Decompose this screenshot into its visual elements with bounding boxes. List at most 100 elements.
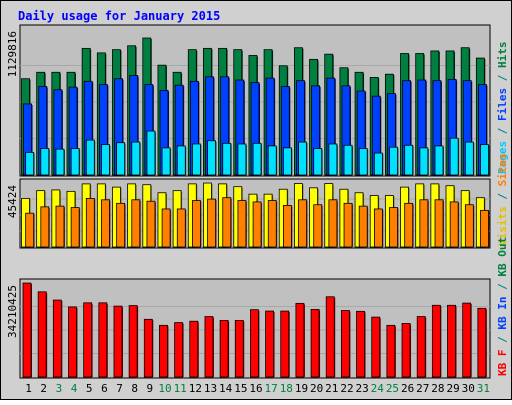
x-tick-label: 4 [71,382,78,395]
bar-pages-day-6 [101,144,110,176]
bar-kb-f-day-14 [219,319,229,378]
bar-pages-day-25 [389,146,398,176]
panel-kbytes-legend: KB F / KB In / KB Out [496,237,509,376]
bar-sites-day-29 [449,201,459,248]
bar-sites-day-31 [480,209,489,248]
panel-kbytes: 34210425 KB F / KB In / KB Out [6,237,509,379]
panel-requests: 1129816 Pages / Files / Hits [6,24,509,177]
x-tick-label: 23 [356,382,369,395]
bar-pages-day-12 [192,143,201,176]
x-tick-label: 5 [86,382,93,395]
x-tick-label: 28 [431,382,444,395]
panel-requests-legend-item-3: / [496,68,509,88]
x-tick-label: 29 [446,382,459,395]
bar-pages-day-23 [358,148,368,176]
panel-kbytes-legend-item-2: KB In [496,297,509,330]
bar-kb-f-day-20 [310,309,320,378]
panel-visits-legend-item-2: Sites [496,153,509,186]
chart-title: Daily usage for January 2015 [18,9,220,23]
bar-kb-f-day-22 [340,310,350,378]
bar-kb-f-day-11 [174,322,184,378]
bar-sites-day-10 [161,208,171,248]
bar-kb-f-day-9 [143,318,153,378]
x-tick-label: 12 [189,382,202,395]
bar-pages-day-18 [283,147,292,176]
x-tick-label: 26 [401,382,414,395]
panel-kbytes-legend-item-3: / [496,277,509,297]
bar-pages-day-9 [146,130,156,176]
bar-pages-day-20 [313,148,323,176]
x-tick-label: 31 [477,382,490,395]
bar-pages-day-4 [70,148,80,176]
bar-kb-f-day-19 [295,302,305,378]
chart-panels: 1129816 Pages / Files / Hits 45424 Visits /… [6,24,509,379]
bar-sites-day-25 [389,207,398,248]
bar-kb-f-day-27 [416,316,426,378]
bar-kb-f-day-2 [37,291,47,378]
bar-pages-day-17 [267,145,277,176]
bar-kb-f-day-16 [250,309,259,378]
bar-sites-day-9 [146,200,156,248]
panel-kbytes-legend-item-4: KB Out [496,237,509,277]
bar-pages-day-1 [25,151,35,176]
bar-sites-day-21 [328,199,338,248]
bar-sites-day-26 [404,202,414,248]
bar-sites-day-17 [267,200,277,248]
bar-kb-f-day-15 [234,319,244,378]
x-tick-label: 11 [174,382,187,395]
panel-visits-legend-item-1: / [496,186,509,206]
bar-kb-f-day-18 [280,310,290,378]
x-tick-label: 8 [131,382,138,395]
bar-sites-day-28 [434,199,444,248]
bar-sites-day-12 [192,200,201,248]
bar-sites-day-30 [464,204,474,248]
bar-sites-day-13 [207,198,216,248]
bar-pages-day-16 [252,142,262,176]
bar-kb-f-day-17 [265,310,274,378]
panel-visits-legend-item-0: Visits [496,206,509,246]
bar-sites-day-15 [237,200,247,248]
bar-sites-day-24 [373,208,383,248]
bar-sites-day-18 [283,205,292,248]
bar-kb-f-day-10 [159,324,168,378]
x-tick-label: 24 [371,382,385,395]
bar-sites-day-1 [25,212,35,248]
bar-kb-f-day-21 [325,296,335,378]
x-tick-label: 20 [310,382,323,395]
bar-pages-day-3 [55,148,65,176]
bar-kb-f-day-8 [128,305,138,378]
bar-pages-day-19 [298,141,307,176]
bar-kb-f-day-30 [462,302,472,378]
bar-kb-f-day-31 [477,307,487,378]
panel-kbytes-max-label: 34210425 [6,285,19,338]
bar-pages-day-30 [464,141,474,176]
bar-kb-f-day-4 [68,306,77,378]
bar-pages-day-2 [40,148,50,176]
bar-pages-day-8 [131,141,141,176]
panel-requests-max-label: 1129816 [6,31,19,77]
bar-pages-day-27 [419,147,429,176]
x-tick-label: 27 [416,382,429,395]
bar-kb-f-day-28 [431,304,441,378]
bar-kb-f-day-7 [113,305,123,378]
bar-kb-f-day-23 [356,310,365,378]
x-tick-label: 15 [234,382,247,395]
x-tick-label: 14 [219,382,233,395]
x-tick-label: 6 [101,382,108,395]
panel-visits-legend: Visits / Sites [496,153,509,246]
bar-pages-day-24 [373,152,383,176]
bar-sites-day-8 [131,199,141,248]
x-tick-label: 10 [158,382,171,395]
panel-visits: 45424 Visits / Sites [6,153,509,249]
bar-pages-day-29 [449,137,459,176]
bar-sites-day-3 [55,205,65,248]
bar-pages-day-22 [343,144,353,176]
bar-pages-day-21 [328,143,338,176]
series-kb-f [22,282,487,378]
bar-sites-day-7 [116,202,126,248]
x-tick-label: 7 [116,382,123,395]
bar-kb-f-day-29 [447,304,456,378]
bar-pages-day-13 [207,140,216,176]
x-tick-label: 16 [249,382,262,395]
